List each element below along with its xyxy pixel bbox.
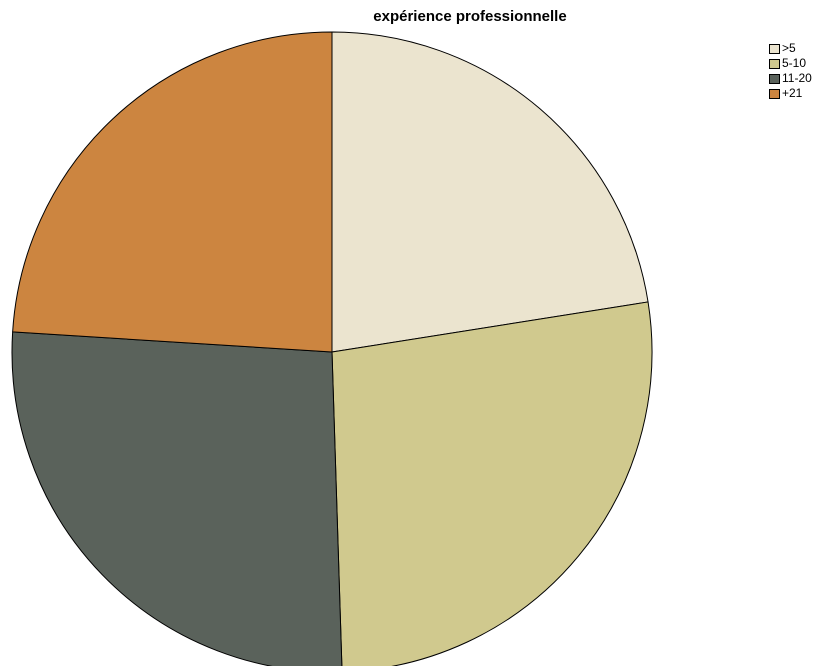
legend-item-3: 11-20 <box>769 71 812 86</box>
pie-slices <box>11 31 653 666</box>
legend-item-2: 5-10 <box>769 56 812 71</box>
pie-slice-4 <box>12 31 333 353</box>
legend-item-4: +21 <box>769 86 812 101</box>
legend-label-4: +21 <box>782 86 803 100</box>
pie-slice-2 <box>331 301 653 666</box>
legend: >5 5-10 11-20 +21 <box>769 41 812 101</box>
pie-slice-1 <box>331 31 649 353</box>
legend-item-1: >5 <box>769 41 812 56</box>
pie-slice-3 <box>11 331 343 666</box>
legend-label-1: >5 <box>782 41 796 55</box>
legend-swatch-2 <box>769 58 780 69</box>
legend-label-2: 5-10 <box>782 56 807 70</box>
legend-swatch-4 <box>769 88 780 99</box>
legend-label-3: 11-20 <box>782 71 812 85</box>
legend-swatch-3 <box>769 73 780 84</box>
legend-swatch-1 <box>769 43 780 54</box>
